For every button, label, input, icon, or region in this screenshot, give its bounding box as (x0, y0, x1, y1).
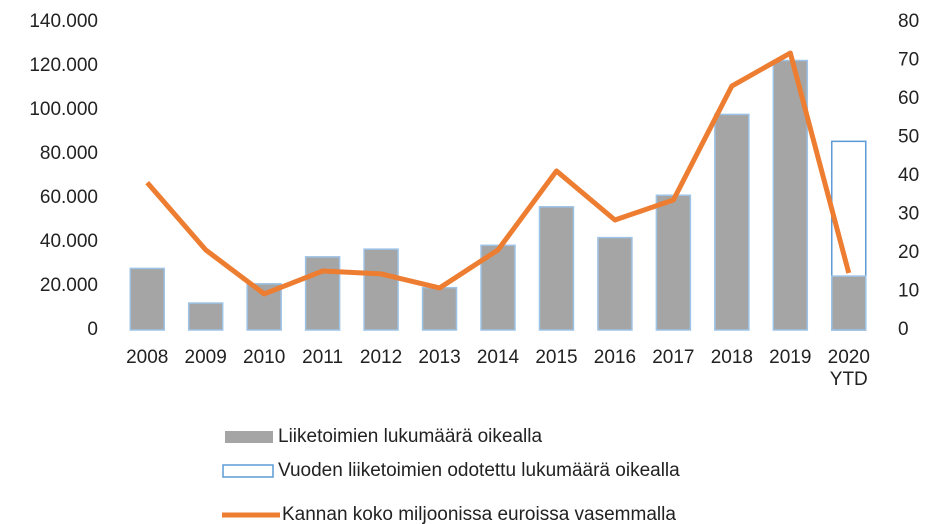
bar (772, 59, 809, 331)
y2-tick-label: 20 (898, 242, 919, 263)
y2-tick-label: 80 (898, 11, 919, 32)
bar (129, 267, 165, 331)
y-tick-label: 120.000 (29, 55, 98, 76)
bar (363, 248, 399, 331)
y-tick-label: 140.000 (29, 11, 98, 32)
bar (831, 275, 867, 331)
x-tick-label: 2019 (769, 347, 811, 368)
legend-swatch (222, 464, 274, 478)
x-tick-label: 2012 (360, 347, 402, 368)
x-tick-label: 2010 (243, 347, 285, 368)
x-tick-label: 2009 (185, 347, 227, 368)
y2-tick-label: 10 (898, 281, 919, 302)
y2-tick-label: 70 (898, 50, 919, 71)
x-tick-label: 2013 (418, 347, 460, 368)
y2-tick-label: 0 (898, 319, 909, 340)
line (145, 50, 852, 297)
bar (304, 256, 341, 331)
bar (597, 236, 633, 331)
x-tick-label: 2015 (535, 347, 577, 368)
y2-tick-label: 30 (898, 204, 919, 225)
y-tick-label: 20.000 (40, 275, 98, 296)
x-tick-label: 2008 (126, 347, 168, 368)
x-tick-label: 2016 (594, 347, 636, 368)
x-tick-label: 2011 (302, 347, 343, 368)
y-tick-label: 100.000 (29, 99, 98, 120)
legend-label: Liiketoimien lukumäärä oikealla (278, 426, 542, 447)
x-tick-label: 2018 (711, 347, 753, 368)
x-tick-label: 2014 (477, 347, 520, 368)
x-tick-label: 2020 YTD (828, 347, 870, 390)
bar (538, 206, 575, 331)
y-tick-label: 60.000 (40, 187, 98, 208)
bar (655, 194, 692, 331)
y2-tick-label: 60 (898, 88, 919, 109)
legend-swatch (225, 431, 273, 443)
legend-label: Kannan koko miljoonissa euroissa vasemma… (282, 504, 676, 524)
y-tick-label: 80.000 (40, 143, 98, 164)
x-tick-label: 2017 (652, 347, 694, 368)
y-tick-label: 0 (87, 319, 98, 340)
y-tick-label: 40.000 (40, 231, 98, 252)
y2-tick-label: 40 (898, 165, 919, 186)
bar (421, 286, 458, 331)
bar (187, 302, 224, 331)
legend-label: Vuoden liiketoimien odotettu lukumäärä o… (278, 460, 680, 481)
bar (714, 113, 750, 331)
y2-tick-label: 50 (898, 127, 919, 148)
